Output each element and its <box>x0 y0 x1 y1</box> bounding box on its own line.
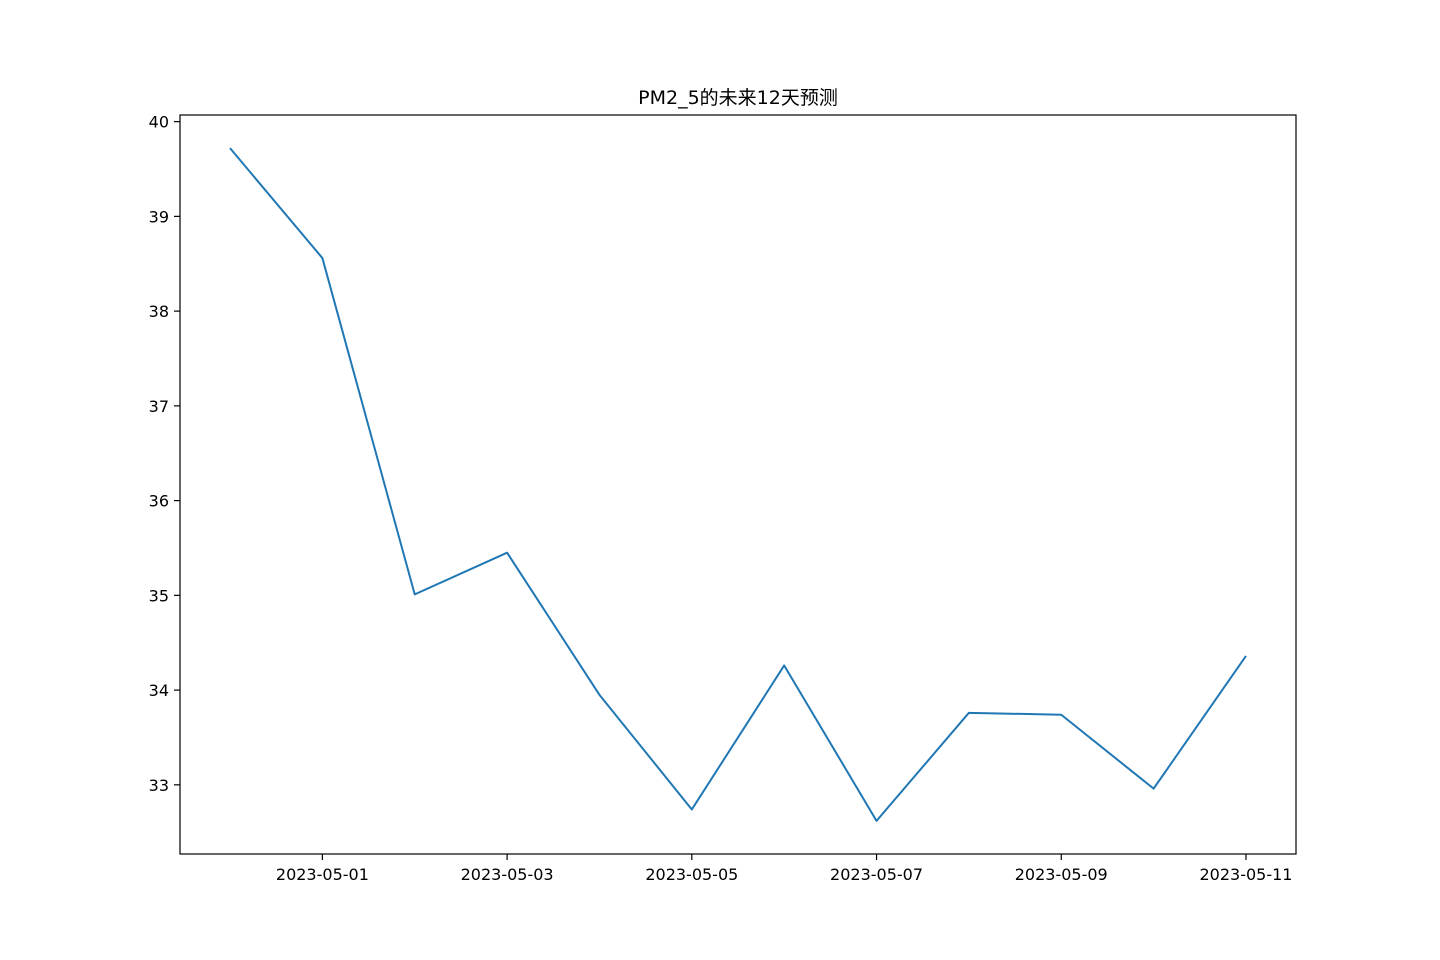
y-axis: 33 34 35 36 37 38 39 40 <box>149 113 180 795</box>
y-tick-label: 35 <box>149 586 169 605</box>
series-line <box>229 147 1247 822</box>
chart-title: PM2_5的未来12天预测 <box>638 87 838 109</box>
y-tick-label: 40 <box>149 113 169 132</box>
x-tick-label: 2023-05-07 <box>830 865 923 884</box>
y-tick-label: 36 <box>149 492 169 511</box>
x-tick-label: 2023-05-03 <box>461 865 554 884</box>
x-tick-label: 2023-05-01 <box>276 865 369 884</box>
x-tick-label: 2023-05-09 <box>1015 865 1108 884</box>
plot-area <box>179 114 1297 855</box>
y-tick-label: 39 <box>149 207 169 226</box>
y-tick-label: 33 <box>149 776 169 795</box>
x-tick-label: 2023-05-05 <box>645 865 738 884</box>
y-tick-label: 37 <box>149 397 169 416</box>
series-layer <box>229 147 1247 822</box>
y-tick-label: 38 <box>149 302 169 321</box>
y-tick-label: 34 <box>149 681 169 700</box>
x-axis: 2023-05-01 2023-05-03 2023-05-05 2023-05-07… <box>276 854 1292 884</box>
x-tick-label: 2023-05-11 <box>1199 865 1292 884</box>
